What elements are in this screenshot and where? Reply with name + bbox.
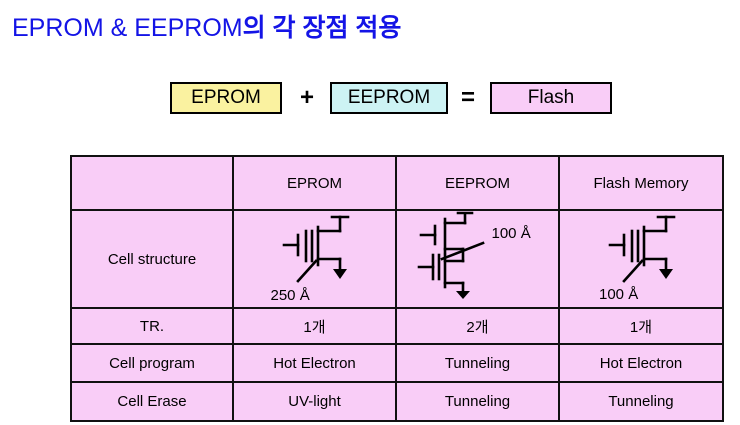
cell-program-flash: Hot Electron <box>558 343 724 383</box>
equation-term-eprom: EPROM <box>170 82 282 114</box>
equation-row: EPROM + EEPROM = Flash <box>0 82 740 118</box>
floating-gate-transistor-icon <box>608 215 676 283</box>
floating-gate-transistor-icon <box>282 215 349 283</box>
row-label-cell-erase: Cell Erase <box>70 381 234 422</box>
annotation-thickness-eeprom: 100 Å <box>491 225 531 242</box>
cell-program-eprom: Hot Electron <box>232 343 397 383</box>
table-header-row: EPROM EEPROM Flash Memory <box>70 155 724 211</box>
header-cell-blank <box>70 155 234 211</box>
comparison-table: EPROM EEPROM Flash Memory Cell structure <box>70 155 724 422</box>
page-title-latin: EPROM & EEPROM <box>12 14 243 42</box>
table-row-cell-erase: Cell Erase UV-light Tunneling Tunneling <box>70 381 724 422</box>
two-transistor-eeprom-cell-icon <box>417 211 485 299</box>
tr-count-flash: 1개 <box>558 307 724 345</box>
cell-structure-eeprom: 100 Å <box>395 209 560 309</box>
table-row-tr: TR. 1개 2개 1개 <box>70 307 724 345</box>
page-title-korean: 의 각 장점 적용 <box>242 14 402 42</box>
equals-operator: = <box>460 84 475 111</box>
cell-erase-eprom: UV-light <box>232 381 397 422</box>
plus-operator: + <box>299 84 314 111</box>
header-cell-eeprom: EEPROM <box>395 155 560 211</box>
table-row-cell-program: Cell program Hot Electron Tunneling Hot … <box>70 343 724 383</box>
row-label-tr: TR. <box>70 307 234 345</box>
header-cell-eprom: EPROM <box>232 155 397 211</box>
page-title: EPROM & EEPROM의 각 장점 적용 <box>12 8 401 44</box>
row-label-cell-program: Cell program <box>70 343 234 383</box>
annotation-thickness-eprom: 250 Å <box>270 287 310 304</box>
table-row-cell-structure: Cell structure <box>70 209 724 309</box>
cell-structure-eprom: 250 Å <box>232 209 397 309</box>
equation-result-flash: Flash <box>490 82 612 114</box>
cell-structure-flash: 100 Å <box>558 209 724 309</box>
header-cell-flash-memory: Flash Memory <box>558 155 724 211</box>
tr-count-eprom: 1개 <box>232 307 397 345</box>
annotation-thickness-flash: 100 Å <box>599 286 639 303</box>
row-label-cell-structure: Cell structure <box>70 209 234 309</box>
cell-program-eeprom: Tunneling <box>395 343 560 383</box>
cell-erase-eeprom: Tunneling <box>395 381 560 422</box>
cell-erase-flash: Tunneling <box>558 381 724 422</box>
tr-count-eeprom: 2개 <box>395 307 560 345</box>
equation-term-eeprom: EEPROM <box>330 82 448 114</box>
